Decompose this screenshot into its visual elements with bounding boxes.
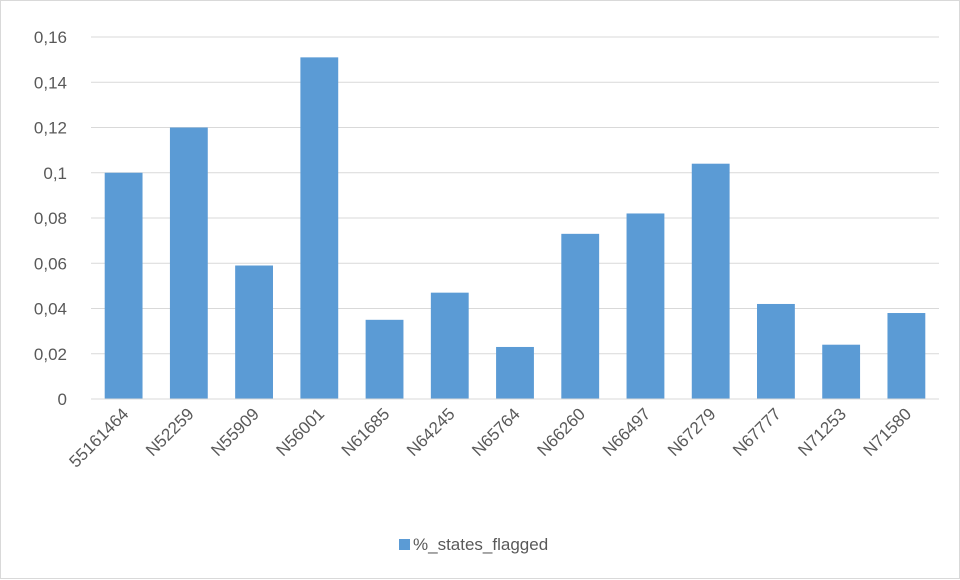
bar — [822, 344, 861, 399]
bar — [365, 319, 404, 399]
bar — [300, 57, 339, 400]
bar — [496, 346, 534, 399]
bar — [691, 163, 730, 399]
x-tick-label: N61685 — [338, 404, 394, 460]
y-tick-label: 0,06 — [34, 254, 67, 273]
x-tick-label: N66497 — [599, 404, 655, 460]
x-tick-label: N64245 — [403, 404, 459, 460]
x-tick-label: N71580 — [860, 404, 916, 460]
y-tick-label: 0,14 — [34, 73, 67, 92]
bar — [169, 127, 208, 399]
x-tick-label: N65764 — [468, 404, 524, 460]
legend: %_states_flagged — [399, 535, 548, 554]
bar — [104, 172, 143, 399]
legend-label: %_states_flagged — [413, 535, 548, 554]
y-tick-label: 0,04 — [34, 300, 67, 319]
bar — [626, 213, 665, 399]
y-tick-label: 0,02 — [34, 345, 67, 364]
legend-swatch — [399, 539, 410, 550]
x-tick-label: N67777 — [729, 404, 785, 460]
x-tick-label: N56001 — [273, 404, 329, 460]
x-tick-label: N55909 — [207, 404, 263, 460]
y-axis-ticks: 0 0,02 0,04 0,06 0,08 0,1 0,12 0,14 0,16 — [34, 28, 67, 409]
x-tick-label: N67279 — [664, 404, 720, 460]
bars — [104, 57, 926, 400]
x-tick-label: N71253 — [794, 404, 850, 460]
y-tick-label: 0,12 — [34, 119, 67, 138]
x-axis-ticks: 55161464 N52259 N55909 N56001 N61685 N64245 N6… — [66, 404, 916, 471]
bar — [887, 313, 926, 399]
y-tick-label: 0,16 — [34, 28, 67, 47]
bar — [561, 233, 600, 399]
y-tick-label: 0,08 — [34, 209, 67, 228]
bar — [430, 292, 469, 399]
x-tick-label: 55161464 — [66, 404, 133, 471]
gridlines — [91, 36, 939, 400]
y-tick-label: 0,1 — [43, 164, 67, 183]
y-tick-label: 0 — [58, 390, 67, 409]
x-tick-label: N66260 — [534, 404, 590, 460]
x-tick-label: N52259 — [142, 404, 198, 460]
bar — [757, 303, 795, 399]
bar — [235, 265, 273, 399]
